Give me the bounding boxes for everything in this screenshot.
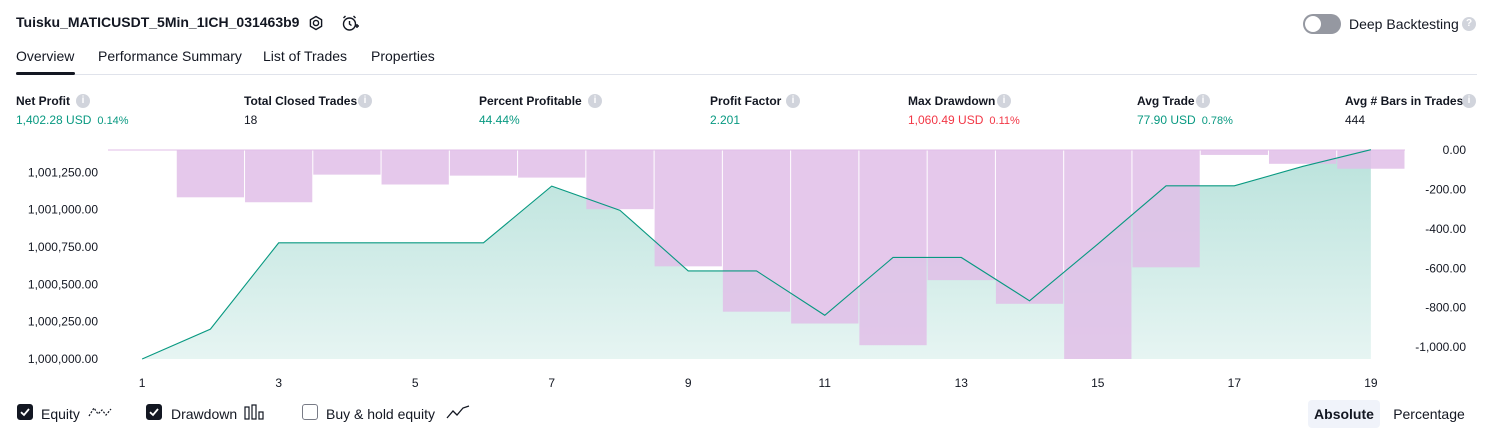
- drawdown-bar: [859, 150, 927, 346]
- drawdown-bar: [927, 150, 995, 281]
- metric-net-profit-label: Net Profit: [16, 94, 70, 108]
- right-tick-label: 0.00: [1443, 143, 1467, 157]
- drawdown-bar: [176, 150, 245, 198]
- metric-percent-profitable-value: 44.44%: [479, 113, 520, 127]
- metric-max-drawdown-label: Max Drawdown: [908, 94, 996, 108]
- drawdown-bar: [1132, 150, 1200, 268]
- equity-drawdown-chart[interactable]: 1,001,250.00 1,001,000.00 1,000,750.00 1,00…: [0, 140, 1494, 395]
- metric-profit-factor-value: 2.201: [710, 113, 741, 127]
- x-axis: 1 3 5 7 9 11 13 15 17 19: [139, 376, 1378, 390]
- left-tick-label: 1,001,000.00: [28, 203, 98, 217]
- percentage-button[interactable]: Percentage: [1393, 406, 1465, 422]
- right-tick-label: -800.00: [1425, 301, 1466, 315]
- value-percent: 0.11%: [989, 115, 1020, 127]
- x-tick-label: 17: [1228, 376, 1242, 390]
- info-icon[interactable]: i: [997, 94, 1011, 108]
- drawdown-bar: [313, 150, 381, 175]
- equity-line-icon: [88, 404, 112, 425]
- info-icon[interactable]: i: [588, 94, 602, 108]
- equity-area: [142, 149, 1371, 359]
- metric-percent-profitable-label: Percent Profitable: [479, 94, 582, 108]
- drawdown-checkbox[interactable]: [146, 404, 162, 420]
- drawdown-bar: [1337, 150, 1405, 169]
- buy-hold-legend-label: Buy & hold equity: [326, 406, 435, 422]
- drawdown-bar: [245, 150, 313, 203]
- drawdown-bar: [381, 150, 449, 185]
- x-tick-label: 13: [955, 376, 969, 390]
- tab-overview[interactable]: Overview: [16, 48, 75, 64]
- active-tab-indicator: [16, 72, 75, 75]
- x-tick-label: 9: [685, 376, 692, 390]
- right-tick-label: -600.00: [1425, 261, 1466, 275]
- left-tick-label: 1,001,250.00: [28, 165, 98, 179]
- alarm-add-icon[interactable]: [340, 13, 360, 33]
- metric-profit-factor-label: Profit Factor: [710, 94, 782, 108]
- equity-checkbox[interactable]: [17, 404, 33, 420]
- drawdown-bar: [1268, 150, 1337, 164]
- drawdown-bar: [722, 150, 791, 312]
- info-icon[interactable]: i: [76, 94, 90, 108]
- drawdown-bar: [518, 150, 586, 178]
- help-icon[interactable]: ?: [1462, 17, 1476, 31]
- drawdown-bar: [449, 150, 518, 176]
- value-text: 1,060.49 USD: [908, 113, 984, 127]
- buy-hold-checkbox[interactable]: [302, 404, 318, 420]
- metric-avg-trade-value: 77.90 USD 0.78%: [1137, 113, 1233, 127]
- tab-properties[interactable]: Properties: [371, 48, 435, 64]
- tab-performance-summary[interactable]: Performance Summary: [98, 48, 242, 64]
- tabs-divider: [16, 74, 1477, 75]
- left-tick-label: 1,000,750.00: [28, 240, 98, 254]
- toggle-knob: [1305, 16, 1321, 32]
- x-tick-label: 5: [412, 376, 419, 390]
- metric-avg-bars-value: 444: [1345, 113, 1366, 127]
- left-tick-label: 1,000,500.00: [28, 277, 98, 291]
- metric-avg-trade-label: Avg Trade: [1137, 94, 1195, 108]
- left-tick-label: 1,000,250.00: [28, 315, 98, 329]
- info-icon[interactable]: i: [1196, 94, 1210, 108]
- value-percent: 0.14%: [97, 115, 129, 127]
- info-icon[interactable]: i: [1462, 94, 1476, 108]
- deep-backtesting-toggle[interactable]: [1303, 14, 1341, 34]
- drawdown-bar: [995, 150, 1064, 304]
- buy-hold-line-icon: [446, 404, 470, 425]
- metric-max-drawdown-value: 1,060.49 USD 0.11%: [908, 113, 1020, 127]
- drawdown-bar: [1064, 150, 1132, 359]
- metric-net-profit-value: 1,402.28 USD 0.14%: [16, 113, 129, 127]
- right-tick-label: -1,000.00: [1415, 340, 1466, 354]
- x-tick-label: 7: [548, 376, 555, 390]
- value-percent: 0.78%: [1201, 115, 1233, 127]
- x-tick-label: 11: [819, 376, 832, 390]
- drawdown-bar: [586, 150, 654, 210]
- right-tick-label: -400.00: [1425, 222, 1466, 236]
- metric-total-closed-trades-value: 18: [244, 113, 258, 127]
- left-axis: 1,001,250.00 1,001,000.00 1,000,750.00 1,00…: [28, 165, 98, 366]
- metric-total-closed-trades-label: Total Closed Trades: [244, 94, 358, 108]
- value-text: 77.90 USD: [1137, 113, 1196, 127]
- drawdown-legend-label: Drawdown: [171, 406, 238, 422]
- equity-legend-label: Equity: [41, 406, 80, 422]
- strategy-title: Tuisku_MATICUSDT_5Min_1ICH_031463b9: [16, 14, 300, 30]
- equity-area-layer: [142, 149, 1371, 359]
- deep-backtesting-label: Deep Backtesting: [1349, 16, 1459, 32]
- tab-list-of-trades[interactable]: List of Trades: [263, 48, 348, 64]
- drawdown-bar: [1200, 150, 1268, 155]
- drawdown-bar: [654, 150, 722, 267]
- left-tick-label: 1,000,000.00: [28, 352, 98, 366]
- x-tick-label: 1: [139, 376, 146, 390]
- x-tick-label: 15: [1091, 376, 1105, 390]
- drawdown-bars-layer: [176, 150, 1405, 359]
- drawdown-bars-icon: [244, 404, 266, 425]
- absolute-button[interactable]: Absolute: [1308, 400, 1380, 428]
- equity-line-layer: [141, 149, 1372, 360]
- right-tick-label: -200.00: [1425, 182, 1466, 196]
- metric-avg-bars-label: Avg # Bars in Trades: [1345, 94, 1464, 108]
- x-tick-label: 3: [275, 376, 282, 390]
- gear-icon[interactable]: [306, 13, 326, 33]
- info-icon[interactable]: i: [358, 94, 372, 108]
- info-icon[interactable]: i: [786, 94, 800, 108]
- drawdown-bar: [791, 150, 859, 324]
- right-axis: 0.00 -200.00 -400.00 -600.00 -800.00 -1,000.0…: [1415, 143, 1466, 354]
- x-tick-label: 19: [1364, 376, 1378, 390]
- value-text: 1,402.28 USD: [16, 113, 92, 127]
